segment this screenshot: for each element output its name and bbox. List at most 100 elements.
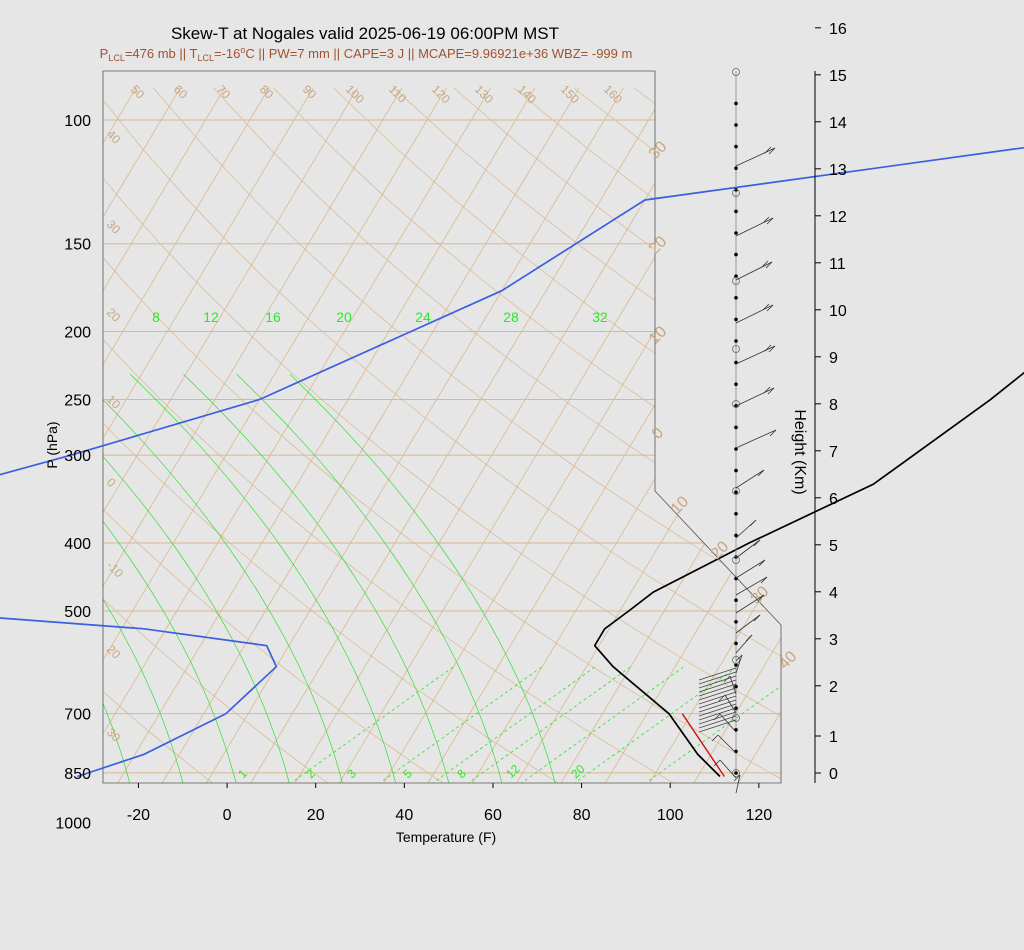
moist-adiabat — [103, 373, 355, 783]
moist-adiabat — [129, 373, 408, 783]
wind-barb-flag — [762, 216, 770, 224]
wind-barb-flag — [764, 344, 772, 352]
dry-adiabat — [152, 87, 781, 783]
wind-barb-flag — [763, 386, 771, 394]
wind-barb — [735, 387, 775, 407]
pressure-tick-label: 700 — [64, 707, 91, 724]
wind-level-dot — [734, 382, 738, 387]
surface-wind-barb — [698, 707, 737, 721]
mixing-ratio-label: 3 — [344, 766, 359, 781]
height-tick-label: 15 — [829, 68, 847, 85]
isotherm-line — [103, 87, 181, 783]
isotherm-line — [103, 87, 403, 783]
mixing-ratio-label: 2 — [303, 766, 318, 781]
chart-subtitle: PLCL=476 mb || TLCL=-16oC || PW=7 mm || … — [100, 45, 633, 63]
isotherm-label-right: 10 — [668, 493, 693, 518]
surface-wind-barb — [698, 687, 737, 701]
wind-barb-flag — [768, 345, 776, 353]
moist-adiabat-label: 16 — [265, 309, 281, 325]
moist-adiabat — [103, 373, 248, 783]
wind-barb — [735, 147, 776, 167]
pressure-tick-label: 1000 — [55, 816, 91, 833]
wind-level-dot — [734, 123, 738, 127]
theta-label: 150 — [558, 82, 582, 106]
isotherm-label-right: 30 — [748, 583, 773, 608]
surface-wind-barb — [698, 679, 737, 693]
wind-barb-flag — [766, 304, 774, 312]
wind-barb-flag — [768, 147, 776, 155]
dry-adiabat — [103, 87, 649, 783]
height-tick-label: 6 — [829, 491, 838, 508]
calm-wind-marker — [732, 277, 740, 285]
dry-adiabat — [814, 88, 1024, 838]
wind-level-dot — [734, 771, 738, 775]
wind-level-dot — [734, 166, 738, 170]
pressure-tick-label: 500 — [64, 604, 91, 621]
moist-adiabat — [236, 373, 514, 783]
pressure-tick-label: 250 — [64, 393, 91, 410]
dry-adiabat — [103, 87, 781, 783]
isotherm-line — [794, 88, 1024, 838]
isotherm-label: 0 — [104, 475, 119, 490]
wind-level-dot — [734, 317, 738, 322]
isotherm-line — [572, 87, 781, 783]
wind-barb — [735, 304, 774, 324]
surface-wind-barb — [698, 667, 737, 681]
wind-barb — [717, 734, 737, 754]
dry-adiabat — [103, 87, 528, 783]
moist-adiabat-label: 8 — [152, 309, 160, 325]
wind-level-dot — [734, 339, 738, 343]
surface-wind-barb — [698, 719, 737, 733]
wind-barb — [735, 345, 776, 365]
wind-level-dot — [734, 468, 738, 473]
isotherm-label-right: 20 — [646, 233, 671, 258]
isotherm-line — [262, 87, 713, 783]
theta-label: 90 — [300, 82, 320, 102]
isotherm-line — [103, 87, 314, 783]
mixing-ratio-label: 1 — [235, 766, 250, 781]
height-tick-label: 11 — [829, 256, 846, 273]
wind-barb-flag — [753, 614, 761, 622]
dry-adiabat — [453, 87, 781, 783]
wind-level-dot — [734, 598, 738, 602]
wind-level-dot — [734, 641, 738, 646]
theta-label: 70 — [214, 82, 234, 102]
wind-level-dot — [734, 144, 738, 149]
wind-barb-flag — [766, 217, 774, 225]
height-tick-label: 8 — [829, 397, 838, 414]
wind-barb — [735, 261, 773, 281]
calm-wind-marker — [732, 345, 740, 353]
x-tick-label: 100 — [657, 807, 684, 824]
series-dewpoint-line — [0, 146, 1024, 778]
isotherm-line — [705, 87, 781, 783]
mixing-ratio-line — [235, 666, 454, 783]
calm-wind-marker — [732, 656, 740, 664]
wind-barb — [735, 539, 761, 559]
surface-wind-barb — [698, 691, 737, 705]
dry-adiabat — [333, 87, 781, 783]
wind-barb-flag — [765, 261, 773, 269]
surface-wind-barb — [698, 715, 737, 729]
wind-barb — [719, 759, 737, 779]
isotherm-label-right: 0 — [649, 424, 667, 442]
theta-label: 130 — [472, 82, 496, 106]
isotherm-label-right: 30 — [646, 138, 671, 163]
chart-title: Skew-T at Nogales valid 2025-06-19 06:00… — [171, 24, 559, 43]
pressure-tick-label: 850 — [64, 766, 91, 783]
wind-barb — [735, 614, 761, 634]
mixing-ratio-label: 5 — [400, 766, 415, 781]
mixing-ratio-label: 20 — [568, 762, 588, 782]
moist-adiabat-label: 24 — [415, 309, 431, 325]
isotherm-line — [103, 87, 270, 783]
theta-label: 110 — [386, 82, 410, 106]
series-parcel-line — [681, 713, 725, 777]
wind-level-dot — [734, 447, 738, 451]
height-tick-label: 9 — [829, 350, 838, 367]
x-tick-label: 80 — [573, 807, 591, 824]
dry-adiabat — [273, 87, 781, 783]
isotherm-label: -10 — [104, 558, 126, 580]
isotherm-label: 20 — [104, 642, 124, 662]
theta-label: 140 — [515, 82, 539, 106]
isotherm-line — [103, 87, 359, 783]
